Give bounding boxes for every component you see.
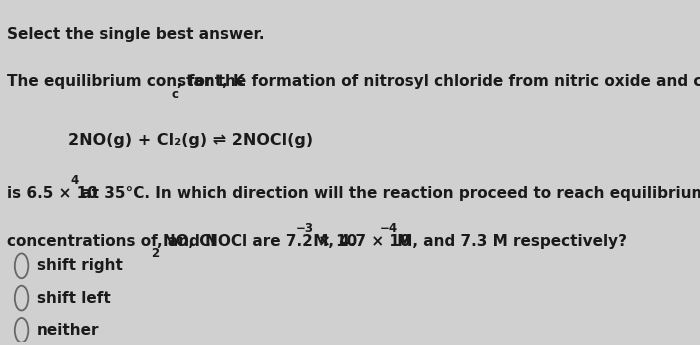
Text: Select the single best answer.: Select the single best answer. <box>7 27 265 41</box>
Text: 2: 2 <box>152 247 160 260</box>
Text: 4: 4 <box>70 174 78 187</box>
Text: , and NOCl are 7.2 × 10: , and NOCl are 7.2 × 10 <box>158 234 358 249</box>
Text: is 6.5 × 10: is 6.5 × 10 <box>7 186 98 201</box>
Text: M, and 7.3 M respectively?: M, and 7.3 M respectively? <box>392 234 626 249</box>
Text: M, 4.7 × 10: M, 4.7 × 10 <box>308 234 411 249</box>
Text: , for the formation of nitrosyl chloride from nitric oxide and chlorine.: , for the formation of nitrosyl chloride… <box>176 74 700 89</box>
Text: c: c <box>172 88 179 101</box>
Text: concentrations of NO, Cl: concentrations of NO, Cl <box>7 234 216 249</box>
Text: −3: −3 <box>296 222 314 235</box>
Text: −4: −4 <box>379 222 398 235</box>
Text: shift right: shift right <box>36 258 122 273</box>
Text: 2NO(g) + Cl₂(g) ⇌ 2NOCl(g): 2NO(g) + Cl₂(g) ⇌ 2NOCl(g) <box>68 134 313 148</box>
Text: at 35°C. In which direction will the reaction proceed to reach equilibrium if th: at 35°C. In which direction will the rea… <box>76 186 700 201</box>
Text: The equilibrium constant, K: The equilibrium constant, K <box>7 74 245 89</box>
Text: shift left: shift left <box>36 290 111 306</box>
Text: neither: neither <box>36 323 99 338</box>
